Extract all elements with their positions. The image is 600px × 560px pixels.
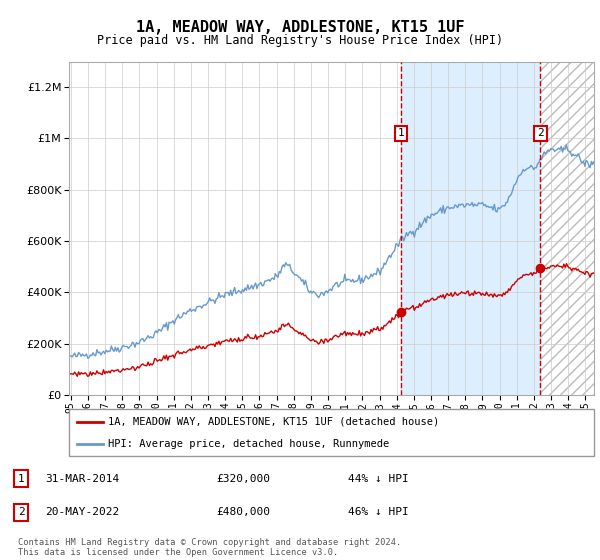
Text: 1: 1	[398, 128, 404, 138]
Text: 20-MAY-2022: 20-MAY-2022	[45, 507, 119, 517]
Text: 2: 2	[17, 507, 25, 517]
Bar	[541, 62, 600, 395]
Bar	[541, 62, 600, 395]
Text: 1A, MEADOW WAY, ADDLESTONE, KT15 1UF: 1A, MEADOW WAY, ADDLESTONE, KT15 1UF	[136, 20, 464, 35]
Text: £480,000: £480,000	[216, 507, 270, 517]
Text: 1A, MEADOW WAY, ADDLESTONE, KT15 1UF (detached house): 1A, MEADOW WAY, ADDLESTONE, KT15 1UF (de…	[109, 417, 440, 427]
Text: 31-MAR-2014: 31-MAR-2014	[45, 474, 119, 484]
Text: 1: 1	[17, 474, 25, 484]
Text: £320,000: £320,000	[216, 474, 270, 484]
Text: Contains HM Land Registry data © Crown copyright and database right 2024.
This d: Contains HM Land Registry data © Crown c…	[18, 538, 401, 557]
Text: 46% ↓ HPI: 46% ↓ HPI	[348, 507, 409, 517]
Text: Price paid vs. HM Land Registry's House Price Index (HPI): Price paid vs. HM Land Registry's House …	[97, 34, 503, 46]
Text: HPI: Average price, detached house, Runnymede: HPI: Average price, detached house, Runn…	[109, 438, 389, 449]
Text: 44% ↓ HPI: 44% ↓ HPI	[348, 474, 409, 484]
Text: 2: 2	[537, 128, 544, 138]
Bar	[401, 62, 541, 395]
